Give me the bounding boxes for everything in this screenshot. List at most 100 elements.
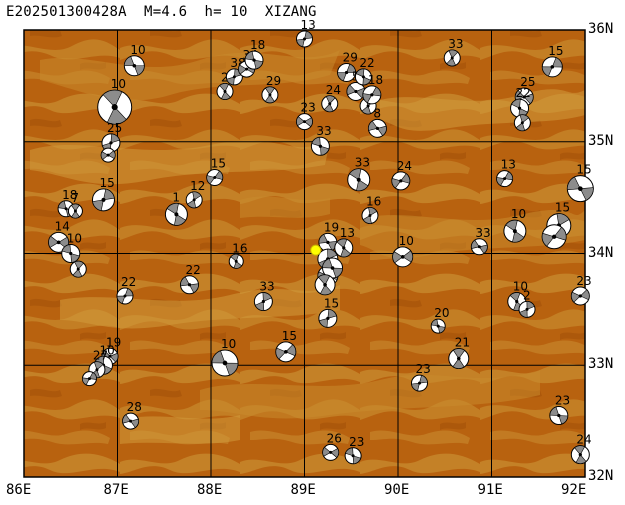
- focal-mechanism[interactable]: 23: [296, 101, 316, 131]
- beachball-center: [111, 104, 118, 111]
- focal-mechanism[interactable]: 21: [448, 336, 470, 370]
- focal-mechanism[interactable]: 25: [101, 121, 122, 153]
- depth-label: 15: [555, 201, 570, 215]
- focal-mechanism[interactable]: 33: [470, 226, 491, 256]
- beachball-center: [284, 350, 288, 354]
- focal-mechanism[interactable]: 10: [123, 43, 146, 77]
- beachball-center: [368, 214, 372, 218]
- depth-label: 33: [355, 156, 370, 170]
- focal-mechanism[interactable]: [100, 147, 116, 163]
- focal-mechanism[interactable]: 22: [354, 56, 375, 86]
- focal-mechanism[interactable]: 29: [261, 74, 281, 104]
- focal-mechanism[interactable]: 12: [185, 179, 205, 209]
- beachball-compression-quadrant: [116, 288, 134, 304]
- focal-mechanism[interactable]: 15: [275, 329, 297, 363]
- focal-mechanism[interactable]: 20: [430, 306, 449, 334]
- depth-label: 13: [501, 158, 516, 172]
- focal-mechanism[interactable]: [322, 257, 344, 279]
- focal-mechanism[interactable]: 10: [61, 232, 82, 263]
- focal-mechanism[interactable]: 33: [310, 124, 332, 156]
- focal-mechanism[interactable]: 13: [496, 158, 516, 188]
- beachball-center: [108, 354, 112, 358]
- focal-mechanism[interactable]: 15: [566, 163, 594, 203]
- depth-label: 18: [368, 73, 383, 87]
- beachball-compression-quadrant: [230, 254, 243, 269]
- focal-mechanism[interactable]: 26: [322, 431, 342, 461]
- focal-mechanism[interactable]: 25: [514, 75, 536, 107]
- focal-mechanism[interactable]: 10: [503, 207, 527, 243]
- focal-mechanism[interactable]: [314, 274, 336, 296]
- terrain-lowland-patch: [380, 89, 585, 131]
- focal-mechanism[interactable]: 2: [518, 288, 536, 318]
- depth-label: 10: [399, 234, 414, 248]
- focal-mechanism[interactable]: 33: [253, 280, 275, 312]
- focal-mechanism[interactable]: 22: [510, 86, 531, 118]
- depth-label: 15: [99, 176, 114, 190]
- focal-mechanism[interactable]: 15: [541, 44, 564, 78]
- focal-mechanism[interactable]: 16: [361, 195, 381, 225]
- beachball-compression-quadrant: [336, 238, 351, 258]
- focal-mechanism[interactable]: 28: [122, 400, 142, 430]
- focal-mechanism[interactable]: 23: [344, 435, 364, 465]
- focal-mechanism[interactable]: 13: [296, 18, 316, 48]
- focal-mechanism[interactable]: 23: [570, 274, 592, 306]
- focal-mechanism[interactable]: 15: [206, 157, 226, 187]
- focal-mechanism[interactable]: 22: [179, 263, 201, 295]
- focal-mechanism[interactable]: 10: [392, 234, 414, 268]
- focal-mechanism[interactable]: 19: [318, 220, 339, 252]
- depth-label: 22: [516, 86, 531, 100]
- beachball-center: [356, 177, 361, 182]
- beachball-center: [232, 75, 236, 79]
- focal-mechanism[interactable]: 33: [347, 156, 371, 192]
- terrain-lowland-patch: [240, 196, 330, 218]
- event-epicenter-marker: [310, 244, 322, 256]
- beachball-center: [73, 209, 77, 213]
- focal-mechanism[interactable]: 22: [116, 275, 136, 305]
- beachball-center: [551, 234, 557, 239]
- beachball-center: [517, 106, 522, 110]
- focal-mechanism[interactable]: 23: [411, 362, 431, 392]
- beachball-center: [56, 240, 61, 245]
- beachball-center: [351, 454, 355, 458]
- depth-label: 2: [523, 288, 531, 302]
- beachball-center: [400, 255, 405, 259]
- focal-mechanism[interactable]: 10: [211, 337, 239, 377]
- focal-mechanism[interactable]: [513, 114, 531, 132]
- beachball-center: [344, 70, 349, 75]
- focal-mechanism[interactable]: 1: [164, 190, 188, 226]
- focal-mechanism[interactable]: 23: [549, 394, 570, 426]
- focal-mechanism[interactable]: 15: [91, 176, 115, 212]
- focal-mechanism[interactable]: 15: [318, 296, 339, 328]
- focal-mechanism[interactable]: 10: [97, 77, 133, 125]
- focal-mechanism[interactable]: 16: [228, 241, 248, 269]
- longitude-label: 91E: [477, 482, 503, 498]
- beachball-center: [268, 93, 272, 97]
- depth-label: 26: [327, 431, 342, 445]
- beachball-center: [174, 212, 179, 217]
- focal-mechanism[interactable]: [69, 260, 87, 278]
- focal-mechanism[interactable]: 13: [334, 226, 355, 258]
- focal-mechanism[interactable]: 24: [570, 433, 592, 465]
- focal-mechanism[interactable]: 33: [443, 37, 464, 67]
- focal-mechanism[interactable]: 29: [337, 50, 358, 82]
- depth-label: 29: [266, 74, 281, 88]
- longitude-label: 88E: [197, 482, 223, 498]
- focal-mechanism[interactable]: [81, 371, 97, 387]
- terrain-lowland-patch: [200, 370, 540, 419]
- depth-label: 24: [397, 159, 412, 173]
- depth-label: 25: [520, 75, 535, 89]
- focal-mechanism[interactable]: 18: [362, 73, 383, 105]
- focal-mechanism[interactable]: 18: [244, 38, 265, 70]
- depth-label: 8: [373, 106, 381, 120]
- focal-mechanism[interactable]: 24: [321, 83, 341, 113]
- depth-label: 15: [324, 296, 339, 310]
- depth-label: 16: [366, 195, 381, 209]
- focal-mechanism[interactable]: 8: [367, 106, 387, 138]
- beachball-center: [95, 368, 99, 372]
- depth-label: 15: [576, 163, 591, 177]
- depth-label: 33: [475, 226, 490, 240]
- focal-mechanism[interactable]: 7: [67, 191, 83, 219]
- latitude-label: 36N: [588, 21, 614, 37]
- focal-mechanism[interactable]: 24: [391, 159, 412, 191]
- focal-mechanism[interactable]: [541, 224, 567, 250]
